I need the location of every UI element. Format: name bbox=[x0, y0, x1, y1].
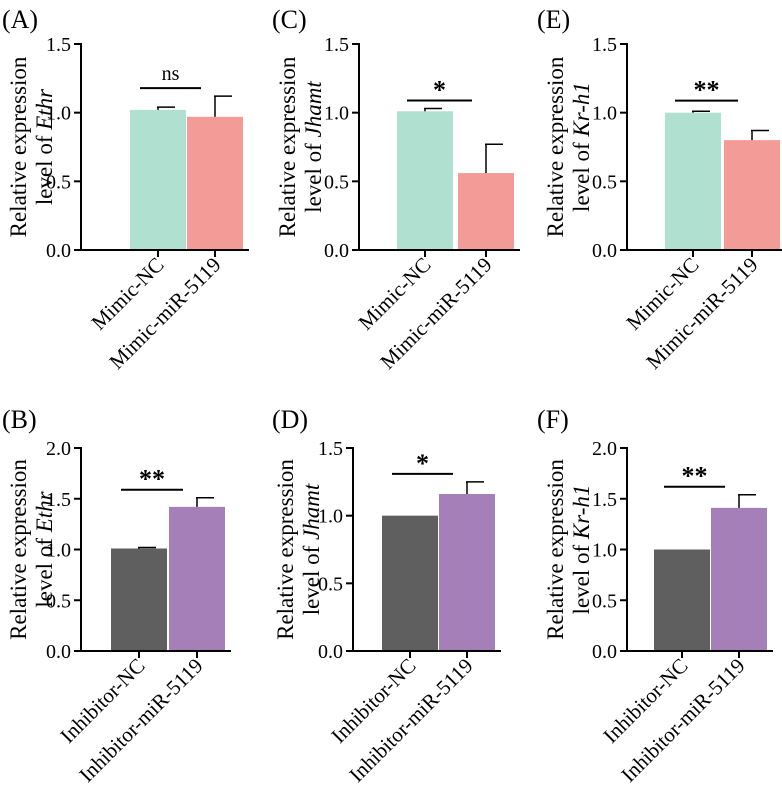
significance-label: ** bbox=[682, 462, 708, 491]
y-tick-label: 1.5 bbox=[46, 489, 71, 511]
y-tick-label: 0.5 bbox=[46, 171, 71, 193]
y-axis-label-line2: level of Kr-h1 bbox=[569, 485, 594, 615]
significance-label: * bbox=[416, 449, 429, 478]
significance-label: ns bbox=[162, 63, 180, 85]
y-axis-label-gene: Kr-h1 bbox=[569, 82, 594, 138]
y-axis-label-line2: level of Jhamt bbox=[301, 81, 326, 213]
y-tick-label: 1.0 bbox=[318, 506, 343, 528]
y-tick-label: 1.5 bbox=[592, 489, 617, 511]
y-tick-label: 1.0 bbox=[324, 103, 349, 125]
bar-control bbox=[665, 112, 721, 251]
bar-control bbox=[654, 549, 710, 651]
bar-treatment bbox=[169, 506, 225, 651]
panel-label: (B) bbox=[2, 405, 37, 434]
y-tick-label: 0.5 bbox=[46, 590, 71, 612]
y-axis-label-gene: Jhamt bbox=[301, 81, 326, 138]
y-tick-label: 1.5 bbox=[46, 34, 71, 56]
chart-panel-d: (D) 0.0 0.5 1.0 1.5 Relative expression level … bbox=[272, 405, 501, 787]
y-axis-label-line1: Relative expression bbox=[273, 459, 298, 640]
y-tick-label: 1.5 bbox=[324, 34, 349, 56]
y-axis-label-prefix: level of bbox=[299, 540, 324, 615]
y-axis-label-line1: Relative expression bbox=[543, 56, 568, 237]
panel-label: (C) bbox=[272, 5, 307, 34]
y-tick-label: 0.5 bbox=[592, 590, 617, 612]
significance-label: ** bbox=[694, 76, 720, 105]
y-tick-label: 0.0 bbox=[46, 240, 71, 262]
y-axis-label-gene: Jhamt bbox=[299, 483, 324, 540]
bar-treatment bbox=[711, 507, 767, 651]
y-tick-label: 0.0 bbox=[592, 240, 617, 262]
bar-treatment bbox=[458, 173, 514, 250]
chart-panel-e: (E) 0.0 0.5 1.0 1.5 Relative expression level … bbox=[537, 5, 782, 374]
y-axis-label-prefix: level of bbox=[569, 539, 594, 614]
bar-control bbox=[111, 548, 167, 651]
y-tick-label: 0.5 bbox=[324, 171, 349, 193]
y-axis-label-line1: Relative expression bbox=[6, 459, 31, 640]
y-axis-label-prefix: level of bbox=[301, 137, 326, 212]
chart-panel-c: (C) 0.0 0.5 1.0 1.5 Relative expression level … bbox=[272, 5, 520, 374]
y-axis-label-line1: Relative expression bbox=[6, 56, 31, 237]
bar-control bbox=[382, 515, 438, 651]
bar-control bbox=[130, 109, 186, 250]
x-category-label: Mimic-miR-5119 bbox=[375, 253, 496, 374]
panel-label: (F) bbox=[537, 405, 569, 434]
y-tick-label: 1.0 bbox=[592, 103, 617, 125]
y-axis-label-prefix: level of bbox=[32, 130, 57, 205]
significance-label: ** bbox=[139, 465, 165, 494]
y-axis-label-gene: Kr-h1 bbox=[569, 485, 594, 541]
bar-treatment bbox=[439, 494, 495, 651]
y-tick-label: 0.0 bbox=[324, 240, 349, 262]
panel-label: (D) bbox=[272, 405, 308, 434]
panel-label: (A) bbox=[2, 5, 38, 34]
bar-control bbox=[397, 111, 453, 250]
bar-treatment bbox=[187, 116, 243, 250]
y-axis-label-line1: Relative expression bbox=[275, 56, 300, 237]
y-tick-label: 0.0 bbox=[46, 641, 71, 663]
y-axis-label-line2: level of Ethr bbox=[32, 88, 57, 205]
y-tick-label: 0.5 bbox=[592, 171, 617, 193]
y-tick-label: 2.0 bbox=[46, 438, 71, 460]
significance-label: * bbox=[433, 76, 446, 105]
y-tick-label: 1.0 bbox=[592, 540, 617, 562]
y-axis-label-gene: Ethr bbox=[32, 88, 57, 131]
y-axis-label-line2: level of Jhamt bbox=[299, 483, 324, 615]
y-tick-label: 1.0 bbox=[46, 103, 71, 125]
y-axis-label-line2: level of Kr-h1 bbox=[569, 82, 594, 212]
y-axis-label-line1: Relative expression bbox=[543, 459, 568, 640]
y-tick-label: 1.0 bbox=[46, 540, 71, 562]
bar-treatment bbox=[724, 140, 780, 250]
y-tick-label: 0.5 bbox=[318, 573, 343, 595]
y-axis-label-line2: level of Ethr bbox=[32, 490, 57, 607]
y-axis-label-gene: Ethr bbox=[32, 490, 57, 533]
y-tick-label: 1.5 bbox=[592, 34, 617, 56]
panel-label: (E) bbox=[537, 5, 570, 34]
y-tick-label: 2.0 bbox=[592, 438, 617, 460]
y-tick-label: 0.0 bbox=[592, 641, 617, 663]
chart-panel-b: (B) 0.0 0.5 1.0 1.5 2.0 Relative expression lev… bbox=[2, 405, 231, 787]
chart-panel-a: (A) 0.0 0.5 1.0 1.5 Relative expression level … bbox=[2, 5, 249, 374]
chart-panel-f: (F) 0.0 0.5 1.0 1.5 2.0 Relative expression lev… bbox=[537, 405, 773, 787]
y-tick-label: 1.5 bbox=[318, 438, 343, 460]
y-axis-label-prefix: level of bbox=[32, 532, 57, 607]
y-tick-label: 0.0 bbox=[318, 641, 343, 663]
y-axis-label-prefix: level of bbox=[569, 137, 594, 212]
